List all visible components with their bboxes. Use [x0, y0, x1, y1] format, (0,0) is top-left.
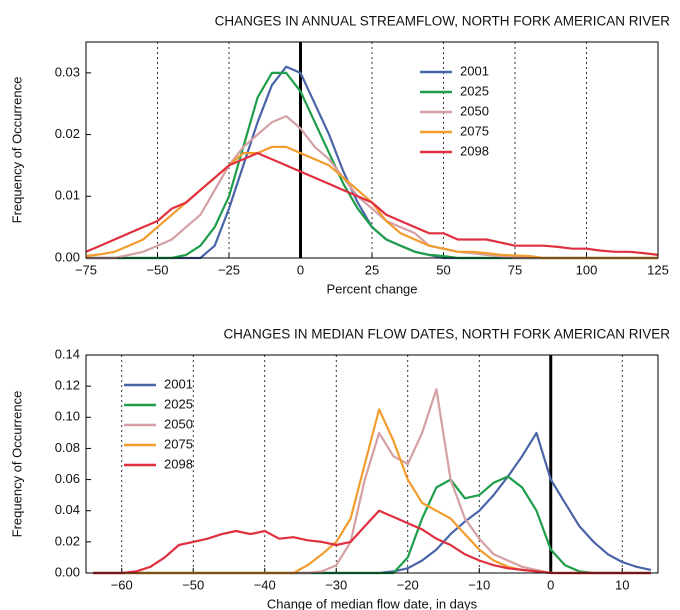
- legend-label: 2025: [460, 83, 489, 98]
- chart-title: CHANGES IN MEDIAN FLOW DATES, NORTH FORK…: [223, 327, 670, 342]
- y-tick-label: 0.01: [55, 188, 80, 203]
- x-tick-label: 25: [365, 262, 379, 277]
- x-tick-label: −50: [182, 577, 204, 592]
- y-axis-label: Frequency of Occurrence: [9, 77, 24, 224]
- x-tick-label: −40: [254, 577, 276, 592]
- y-tick-label: 0.03: [55, 64, 80, 79]
- y-tick-label: 0.10: [55, 409, 80, 424]
- y-tick-label: 0.04: [55, 502, 80, 517]
- x-tick-label: −25: [218, 262, 240, 277]
- legend-label: 2098: [164, 456, 193, 471]
- legend-label: 2001: [164, 376, 193, 391]
- legend-label: 2001: [460, 63, 489, 78]
- y-tick-label: 0.02: [55, 533, 80, 548]
- x-tick-label: 100: [576, 262, 598, 277]
- x-tick-label: −20: [397, 577, 419, 592]
- x-tick-label: 75: [508, 262, 522, 277]
- series-line: [93, 408, 651, 575]
- y-tick-label: 0.12: [55, 378, 80, 393]
- series-line: [93, 475, 651, 575]
- x-tick-label: 0: [297, 262, 304, 277]
- x-axis-label: Percent change: [326, 281, 417, 296]
- legend-label: 2050: [164, 416, 193, 431]
- x-axis-label: Change of median flow date, in days: [267, 596, 478, 610]
- plot-frame: [85, 354, 659, 574]
- y-tick-label: 0.02: [55, 126, 80, 141]
- x-tick-label: −30: [325, 577, 347, 592]
- legend-label: 2075: [164, 436, 193, 451]
- y-tick-label: 0.00: [55, 249, 80, 264]
- y-tick-label: 0.14: [55, 346, 80, 361]
- legend-label: 2098: [460, 143, 489, 158]
- legend-label: 2075: [460, 123, 489, 138]
- series-line: [93, 509, 651, 575]
- x-tick-label: −60: [111, 577, 133, 592]
- legend-label: 2050: [460, 103, 489, 118]
- x-tick-label: −50: [146, 262, 168, 277]
- x-tick-label: 50: [436, 262, 450, 277]
- plot-frame: [85, 41, 659, 259]
- x-tick-label: −75: [75, 262, 97, 277]
- series-line: [86, 71, 658, 260]
- chart-title: CHANGES IN ANNUAL STREAMFLOW, NORTH FORK…: [215, 14, 671, 29]
- y-tick-label: 0.06: [55, 471, 80, 486]
- series-line: [85, 152, 659, 256]
- x-tick-label: 125: [647, 262, 669, 277]
- y-tick-label: 0.08: [55, 440, 80, 455]
- legend-label: 2025: [164, 396, 193, 411]
- x-tick-label: 10: [615, 577, 629, 592]
- y-tick-label: 0.00: [55, 564, 80, 579]
- x-tick-label: 0: [547, 577, 554, 592]
- x-tick-label: −10: [468, 577, 490, 592]
- y-axis-label: Frequency of Occurrence: [9, 391, 24, 538]
